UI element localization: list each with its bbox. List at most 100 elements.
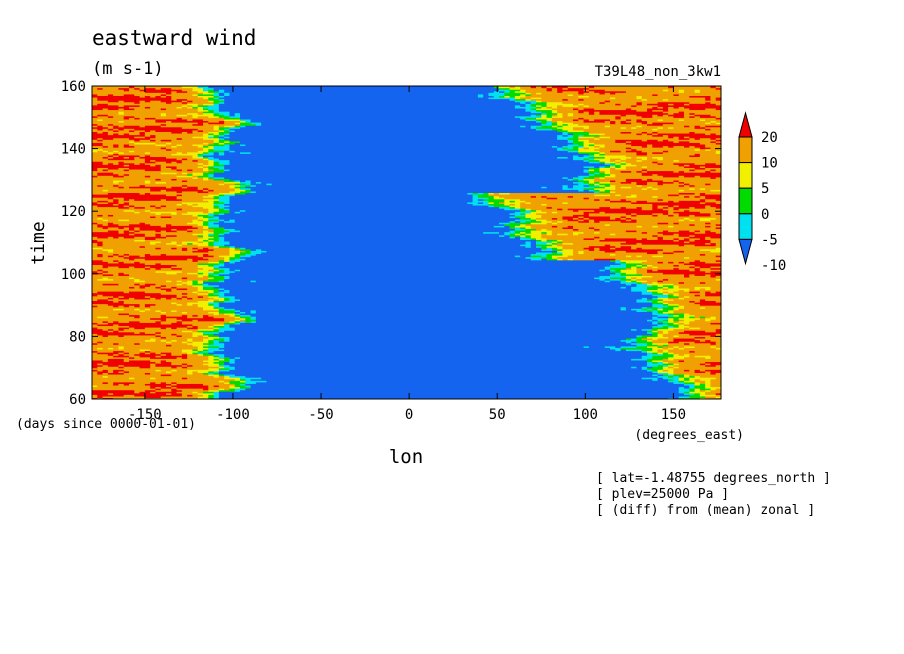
contour-cell (229, 231, 484, 234)
contour-cell (673, 233, 680, 236)
contour-cell (250, 120, 537, 123)
contour-cell (678, 239, 690, 242)
contour-cell (636, 153, 648, 156)
contour-cell (171, 389, 183, 392)
contour-cell (229, 159, 585, 162)
contour-cell (118, 125, 125, 128)
contour-cell (583, 120, 606, 123)
contour-cell (171, 322, 183, 325)
contour-cell (684, 316, 690, 319)
contour-cell (192, 104, 199, 107)
contour-cell (573, 103, 579, 106)
contour-cell (155, 331, 162, 334)
contour-cell (208, 159, 215, 162)
contour-cell (229, 381, 246, 384)
contour-cell (134, 391, 141, 394)
contour-cell (160, 316, 188, 319)
contour-cell (234, 322, 241, 325)
contour-cell (113, 278, 135, 281)
contour-cell (657, 281, 680, 284)
contour-cell (594, 86, 669, 89)
contour-cell (197, 352, 204, 355)
contour-cell (715, 394, 721, 397)
contour-cell (699, 89, 721, 92)
contour-cell (181, 363, 188, 366)
contour-cell (594, 209, 669, 212)
contour-cell (678, 200, 706, 203)
contour-cell (107, 298, 209, 302)
contour-cell (224, 319, 236, 322)
contour-cell (610, 157, 622, 161)
contour-cell (705, 261, 721, 264)
contour-cell (684, 383, 696, 386)
contour-cell (525, 104, 532, 107)
contour-cell (699, 294, 706, 297)
contour-cell (525, 201, 532, 204)
contour-cell (694, 223, 717, 226)
contour-cell (557, 129, 569, 132)
contour-cell (144, 132, 204, 136)
contour-cell (245, 383, 685, 386)
contour-cell (641, 184, 680, 187)
contour-cell (657, 334, 664, 337)
contour-cell (588, 219, 595, 222)
contour-cell (176, 264, 199, 267)
contour-cell (118, 200, 209, 203)
contour-cell (113, 145, 120, 148)
contour-cell (203, 220, 209, 223)
contour-cell (155, 388, 162, 391)
contour-cell (615, 247, 632, 250)
contour-cell (636, 237, 643, 240)
contour-cell (620, 181, 632, 184)
contour-cell (514, 220, 521, 223)
contour-cell (610, 189, 680, 192)
contour-cell (155, 283, 178, 286)
contour-cell (573, 253, 611, 256)
contour-cell (224, 140, 231, 143)
contour-cell (573, 118, 579, 122)
contour-cell (573, 214, 590, 217)
contour-cell (615, 92, 721, 95)
contour-cell (240, 115, 516, 118)
contour-cell (684, 373, 690, 377)
contour-cell (144, 305, 151, 308)
contour-cell (705, 132, 712, 136)
contour-cell (636, 344, 648, 347)
contour-cell (657, 328, 675, 331)
contour-cell (197, 219, 204, 222)
contour-cell (203, 172, 215, 175)
contour-cell (187, 372, 194, 375)
contour-cell (689, 219, 696, 222)
contour-cell (123, 107, 135, 111)
contour-cell (139, 305, 146, 308)
contour-cell (705, 384, 712, 388)
contour-cell (647, 181, 659, 184)
contour-cell (118, 364, 125, 367)
contour-cell (567, 93, 574, 96)
contour-cell (150, 181, 157, 184)
contour-cell (160, 297, 167, 300)
contour-cell (160, 336, 167, 339)
contour-cell (234, 142, 574, 145)
contour-cell (530, 222, 548, 225)
contour-cell (499, 95, 505, 98)
contour-cell (203, 187, 209, 190)
contour-cell (625, 275, 653, 278)
contour-cell (266, 250, 558, 253)
contour-cell (610, 96, 616, 100)
contour-cell (668, 294, 675, 297)
contour-cell (118, 366, 125, 369)
contour-cell (234, 367, 643, 370)
contour-cell (625, 217, 632, 220)
contour-cell (699, 383, 706, 386)
contour-cell (699, 147, 712, 150)
contour-cell (684, 327, 690, 330)
contour-cell (562, 125, 590, 128)
contour-cell (715, 275, 721, 278)
contour-cell (92, 330, 109, 333)
contour-cell (234, 308, 622, 311)
contour-cell (573, 132, 590, 136)
contour-cell (118, 186, 125, 189)
contour-cell (234, 192, 246, 195)
contour-cell (530, 126, 537, 129)
